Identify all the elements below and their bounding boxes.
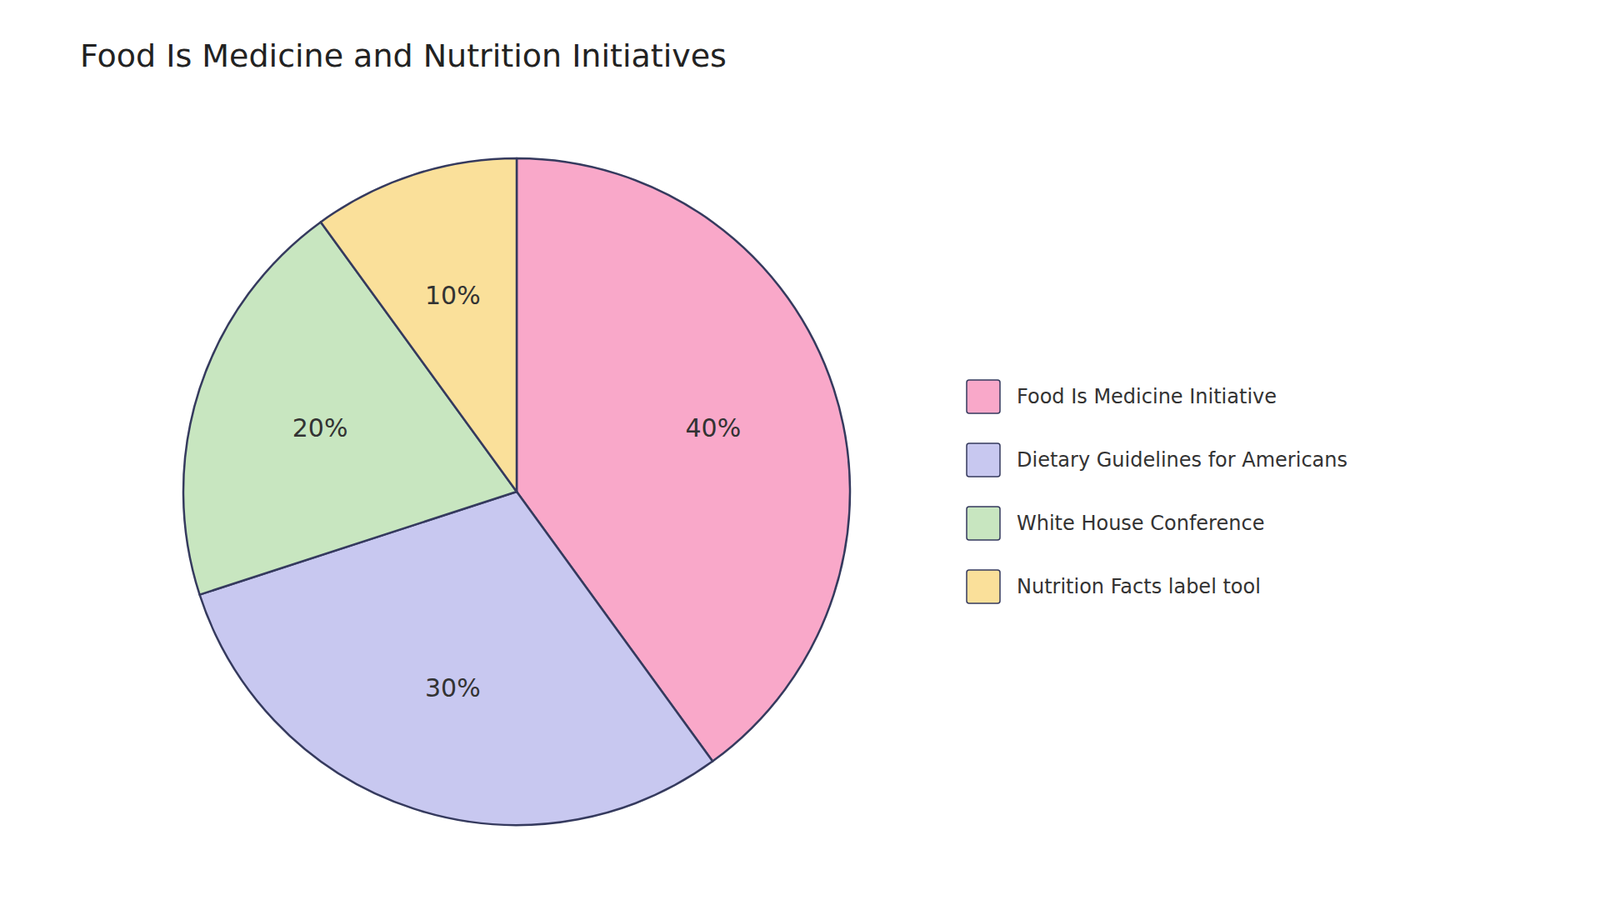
legend-swatch: [966, 570, 1000, 604]
legend-swatch: [966, 506, 1000, 540]
data-label: 30%: [425, 673, 481, 703]
chart-svg: Food Is Medicine and Nutrition Initiativ…: [0, 0, 1600, 900]
data-label: 10%: [425, 280, 481, 310]
legend-swatch: [966, 443, 1000, 477]
data-label: 40%: [685, 413, 742, 443]
legend-label: Nutrition Facts label tool: [1016, 575, 1261, 599]
pie-slice: [320, 158, 517, 492]
chart-container: Food Is Medicine and Nutrition Initiativ…: [0, 0, 1600, 900]
pie: [183, 158, 850, 825]
legend-label: Food Is Medicine Initiative: [1016, 385, 1277, 409]
legend-swatch: [966, 380, 1000, 414]
legend-label: Dietary Guidelines for Americans: [1016, 448, 1348, 472]
chart-title: Food Is Medicine and Nutrition Initiativ…: [80, 37, 727, 75]
background: [0, 0, 1600, 900]
legend-label: White House Conference: [1016, 511, 1265, 535]
data-label: 20%: [292, 413, 349, 443]
legend: Food Is Medicine Initiative Dietary Guide…: [966, 380, 1348, 604]
pie-labels: 40% 30% 20% 10%: [292, 280, 741, 704]
